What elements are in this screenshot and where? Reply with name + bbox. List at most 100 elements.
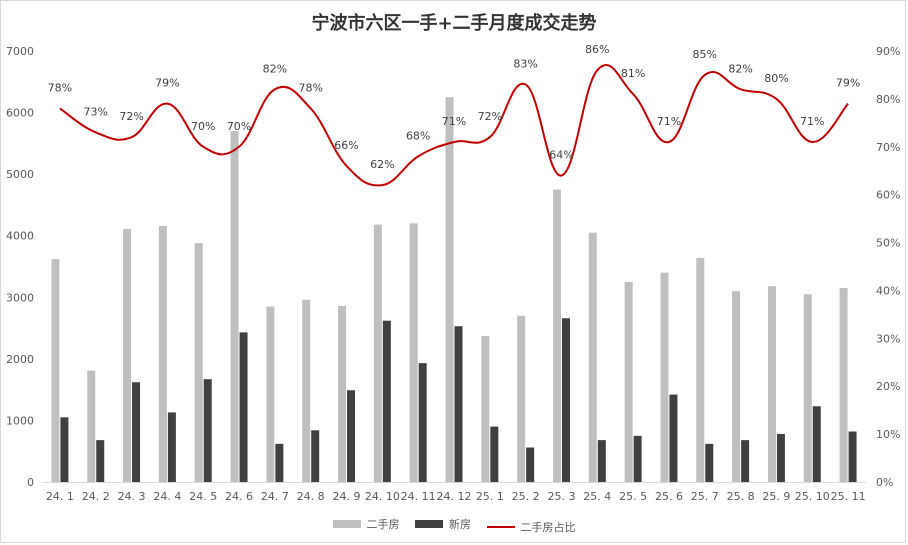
ratio-data-label: 73% [84, 105, 108, 118]
x-tick-label: 24. 12 [437, 490, 472, 503]
x-tick-label: 25. 4 [583, 490, 611, 503]
x-tick-label: 25. 9 [762, 490, 790, 503]
x-tick-label: 25. 5 [619, 490, 647, 503]
bar-resale [123, 228, 132, 482]
y-right-tick-label: 70% [876, 141, 900, 154]
ratio-data-label: 66% [334, 139, 358, 152]
ratio-data-label: 78% [48, 81, 72, 94]
ratio-line [59, 63, 849, 187]
ratio-data-label: 79% [155, 77, 179, 90]
bar-new [454, 326, 463, 482]
ratio-data-label: 64% [549, 149, 573, 162]
x-tick-label: 25. 10 [795, 490, 830, 503]
bar-new [776, 433, 785, 482]
bar-new [311, 430, 320, 482]
x-tick-label: 25. 3 [547, 490, 575, 503]
x-tick-label: 24. 6 [225, 490, 253, 503]
ratio-data-label: 72% [478, 110, 502, 123]
bar-resale [588, 232, 597, 482]
y-left-tick-label: 0 [27, 476, 34, 489]
bar-new [848, 431, 857, 482]
bar-resale [624, 281, 633, 482]
y-right-tick-label: 80% [876, 93, 900, 106]
legend-label-new: 新房 [449, 518, 471, 531]
legend-item-new: 新房 [415, 516, 471, 532]
bar-resale [338, 305, 347, 482]
legend-swatch-resale [332, 520, 361, 528]
y-axis-right: 0% 10% 20% 30% 40% 50% 60% 70% 80% 90% [876, 45, 900, 489]
bar-new [347, 390, 356, 482]
y-right-tick-label: 0% [876, 476, 893, 489]
legend-label-ratio: 二手房占比 [520, 521, 576, 534]
bar-new [561, 318, 570, 482]
bar-new [669, 394, 678, 482]
y-left-tick-label: 4000 [6, 230, 34, 243]
bar-new [705, 443, 714, 482]
ratio-data-label: 71% [442, 115, 466, 128]
y-right-tick-label: 60% [876, 189, 900, 202]
bar-new [132, 382, 141, 482]
ratio-data-labels: 78% 73% 72% 79% 70% 70% 82% 78% 66% 62% 68% 71% 72% 8… [48, 43, 861, 171]
bar-new [490, 426, 499, 482]
x-tick-label: 25. 6 [655, 490, 683, 503]
ratio-data-label: 81% [621, 67, 645, 80]
bar-new [812, 406, 821, 482]
ratio-data-label: 72% [119, 110, 143, 123]
ratio-data-label: 86% [585, 43, 609, 56]
bar-resale [302, 299, 311, 482]
x-tick-label: 25. 1 [476, 490, 504, 503]
bar-new [382, 320, 391, 482]
x-tick-label: 24. 1 [46, 490, 74, 503]
bar-new [167, 412, 176, 482]
bar-resale [481, 336, 490, 482]
bar-resale [767, 286, 776, 482]
bar-resale [660, 272, 669, 482]
x-tick-label: 25. 2 [512, 490, 540, 503]
bar-new [418, 363, 427, 482]
bar-new [96, 440, 105, 482]
y-left-tick-label: 2000 [6, 353, 34, 366]
x-tick-label: 24. 5 [189, 490, 217, 503]
legend-item-ratio: 二手房占比 [486, 519, 576, 535]
bar-resale [696, 257, 705, 482]
x-tick-label: 25. 8 [727, 490, 755, 503]
legend-swatch-new [415, 520, 443, 528]
legend-swatch-ratio [486, 526, 515, 528]
bar-new [60, 417, 69, 482]
bar-new [633, 435, 642, 482]
bar-resale [158, 225, 167, 482]
x-tick-label: 25. 7 [691, 490, 719, 503]
ratio-data-label: 78% [298, 81, 322, 94]
y-right-tick-label: 30% [876, 332, 900, 345]
ratio-data-label: 70% [191, 120, 215, 133]
y-left-tick-label: 3000 [6, 291, 34, 304]
x-tick-label: 24. 9 [333, 490, 361, 503]
x-tick-label: 25. 11 [831, 490, 866, 503]
y-left-tick-label: 7000 [6, 45, 34, 58]
bar-resale [517, 315, 526, 482]
ratio-data-label: 85% [693, 48, 717, 61]
bar-resale [87, 370, 96, 482]
x-tick-label: 24. 4 [153, 490, 181, 503]
bar-new [741, 440, 750, 482]
bar-new [526, 447, 535, 482]
ratio-data-label: 82% [263, 62, 287, 75]
y-right-tick-label: 10% [876, 428, 900, 441]
bar-resale [373, 224, 382, 483]
x-tick-label: 24. 11 [401, 490, 436, 503]
x-tick-label: 24. 8 [297, 490, 325, 503]
bar-new [275, 443, 284, 482]
legend-label-resale: 二手房 [366, 518, 400, 531]
x-tick-label: 24. 3 [118, 490, 146, 503]
bar-resale [194, 243, 203, 482]
bar-resale [552, 189, 561, 483]
x-tick-label: 24. 7 [261, 490, 289, 503]
bar-resale [732, 291, 741, 482]
ratio-data-label: 71% [657, 115, 681, 128]
bar-resale [839, 288, 848, 482]
x-axis-ticks: 24. 1 24. 2 24. 3 24. 4 24. 5 24. 6 24. 7 24. 8… [46, 490, 866, 503]
ratio-data-label: 79% [836, 77, 860, 90]
bar-new [239, 332, 248, 482]
ratio-data-label: 82% [728, 62, 752, 75]
y-left-tick-label: 5000 [6, 168, 34, 181]
